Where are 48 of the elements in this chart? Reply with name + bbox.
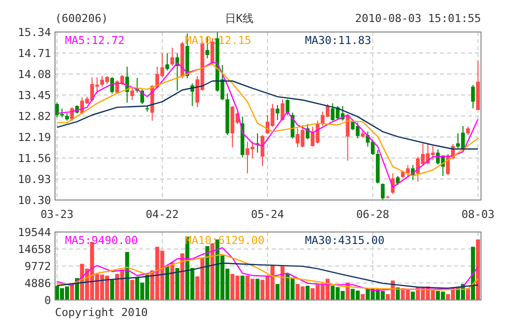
x-tick-label: 05-24 xyxy=(250,208,284,221)
bar xyxy=(280,266,285,300)
text: 2010-08-03 15:01:55 xyxy=(355,12,481,25)
y-tick-label: 4886 xyxy=(24,277,51,290)
bar xyxy=(470,246,475,300)
y-tick-label: 12.19 xyxy=(18,131,51,144)
y-tick-label: 12.82 xyxy=(18,110,51,123)
y-tick-label: 10.93 xyxy=(18,173,51,186)
text: MA5:9490.00 xyxy=(65,234,138,247)
y-tick-label: 14.71 xyxy=(18,47,51,60)
bar xyxy=(360,294,365,300)
y-tick-label: 19544 xyxy=(18,226,52,239)
y-tick-label: 13.45 xyxy=(18,89,51,102)
chart-title: (600206) xyxy=(55,12,108,25)
line-series xyxy=(56,247,479,292)
y-tick-label: 10.30 xyxy=(18,194,51,207)
bar xyxy=(410,292,415,300)
bar xyxy=(110,279,114,300)
bar xyxy=(130,280,134,300)
text: Copyright 2010 xyxy=(55,306,148,319)
bar xyxy=(276,284,280,300)
y-tick-label: 14658 xyxy=(18,243,51,256)
bar xyxy=(210,243,214,300)
y-tick-label: 11.56 xyxy=(18,152,51,165)
chart-subtitle: 日K线 xyxy=(225,12,254,25)
line-series xyxy=(56,254,479,290)
bar xyxy=(170,262,174,300)
bar xyxy=(175,268,180,300)
y-tick-label: 15.34 xyxy=(18,26,52,39)
y-tick-label: 0 xyxy=(44,294,51,307)
y-tick-label: 9772 xyxy=(24,260,51,273)
x-tick-label: 06-28 xyxy=(356,208,390,221)
x-tick-label: 03-23 xyxy=(40,208,74,221)
x-tick-label: 08-03 xyxy=(461,208,495,221)
bar xyxy=(180,253,184,300)
bar xyxy=(240,276,244,300)
bar xyxy=(255,278,260,300)
line-series xyxy=(56,262,479,289)
bar xyxy=(476,239,480,300)
y-tick-label: 14.08 xyxy=(18,68,51,81)
bar xyxy=(125,252,130,300)
text: MA5:12.72 xyxy=(65,34,125,47)
bar xyxy=(306,286,310,300)
text: MA30:11.83 xyxy=(305,34,372,47)
x-tick-label: 04-22 xyxy=(146,208,179,221)
bar xyxy=(205,246,210,300)
bar xyxy=(165,266,170,300)
series-label: MA30:4315.00 xyxy=(305,234,384,247)
